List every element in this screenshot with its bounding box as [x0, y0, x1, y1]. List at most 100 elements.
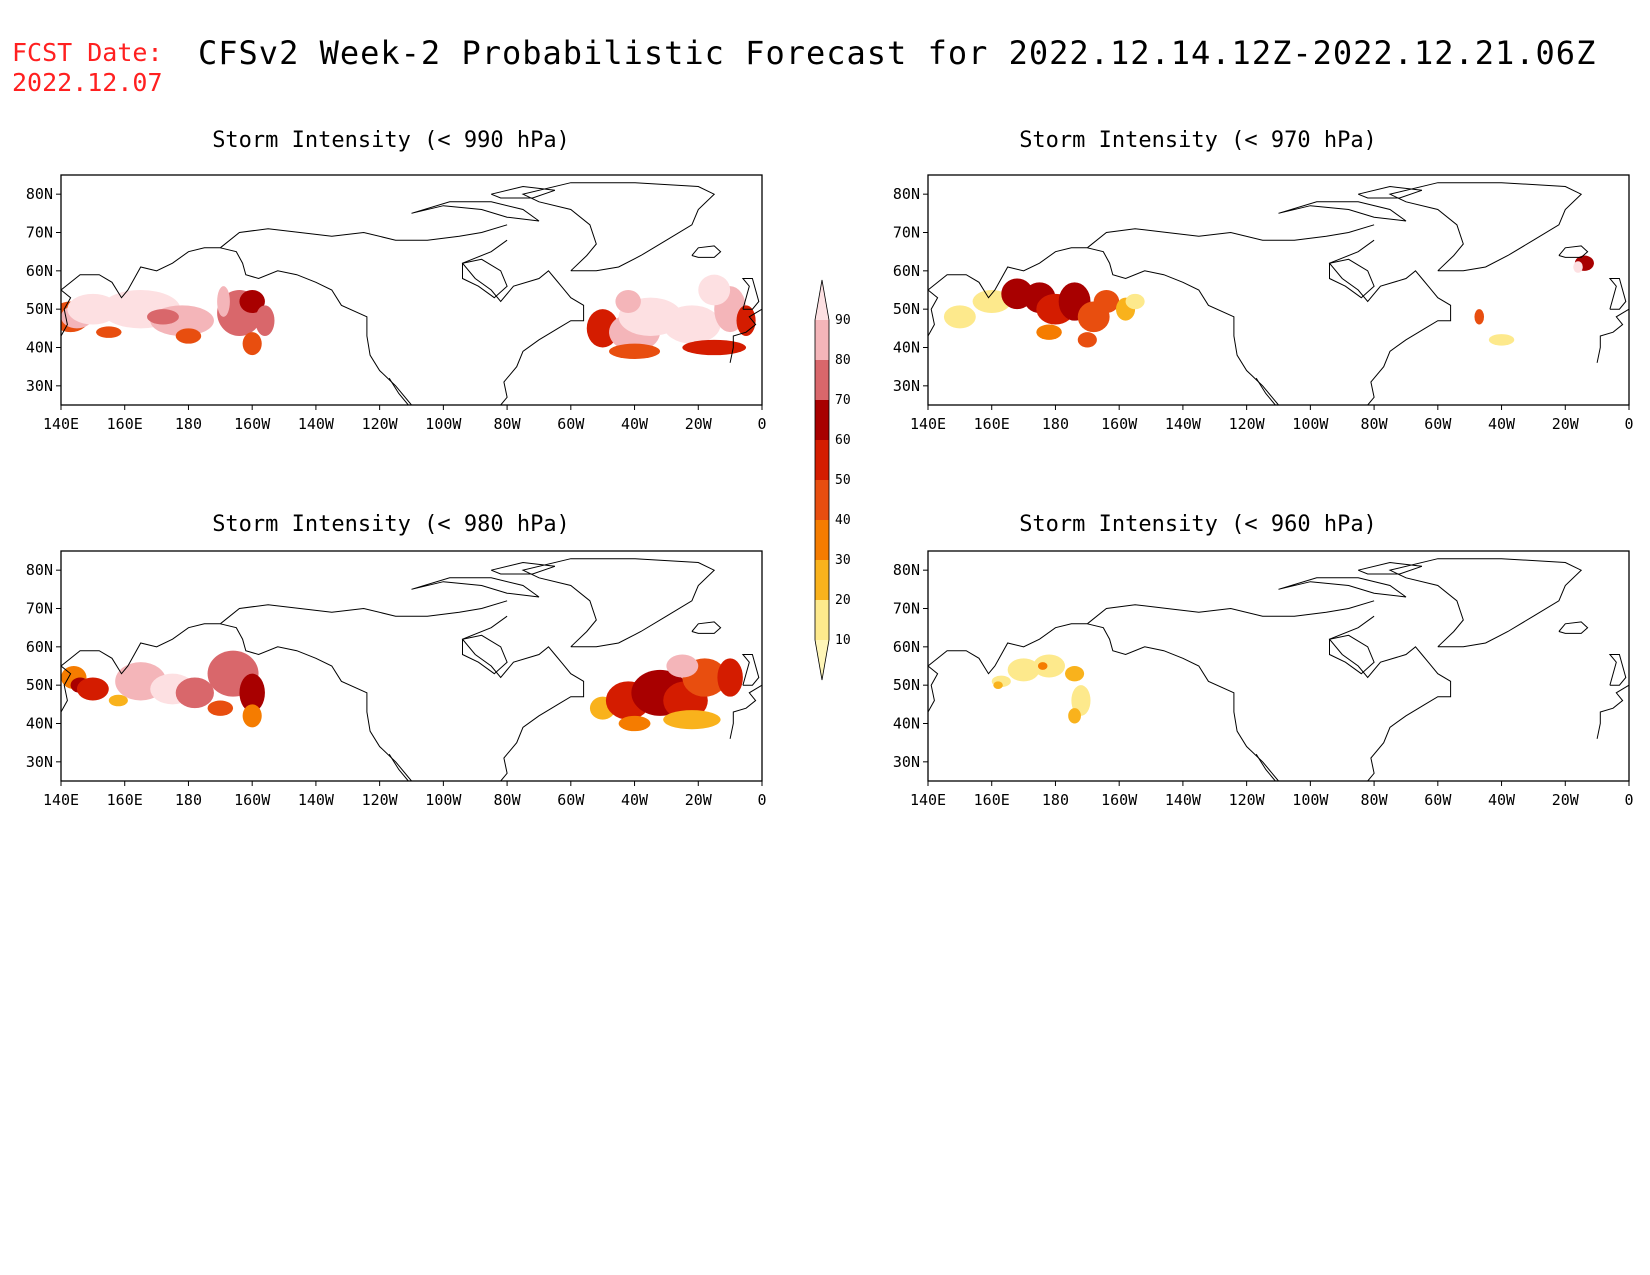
colorbar-label: 30	[835, 553, 851, 568]
colorbar-top-arrow	[815, 280, 829, 320]
probability-shading	[61, 274, 756, 360]
lon-tick-label: 140W	[298, 791, 335, 809]
lon-tick-label: 120W	[362, 791, 399, 809]
colorbar-label: 10	[835, 633, 851, 648]
probability-blob	[1573, 261, 1583, 273]
probability-blob	[96, 326, 122, 338]
colorbar-swatch	[815, 400, 829, 440]
lat-tick-label: 40N	[26, 339, 53, 357]
coastline	[1358, 561, 1423, 575]
lat-tick-label: 70N	[26, 600, 53, 618]
colorbar-swatch	[815, 440, 829, 480]
probability-blob	[255, 305, 275, 336]
page-title: CFSv2 Week-2 Probabilistic Forecast for …	[198, 34, 1597, 72]
lat-tick-label: 80N	[26, 185, 53, 203]
colorbar-swatch	[815, 600, 829, 640]
lon-tick-label: 40W	[1488, 415, 1516, 433]
lon-tick-label: 20W	[685, 415, 713, 433]
panel-title-960: Storm Intensity (< 960 hPa)	[1019, 512, 1377, 537]
lon-tick-label: 0	[1624, 791, 1633, 809]
map-panel-p970: 140E 160E 180 160W 140W 120W 100W 80W 60W 40W 20W 0…	[893, 174, 1634, 433]
probability-shading	[991, 654, 1091, 724]
coastline	[461, 615, 585, 781]
colorbar-label: 90	[835, 313, 851, 328]
panel-title-980: Storm Intensity (< 980 hPa)	[212, 512, 570, 537]
forecast-date-label: FCST Date: 2022.12.07	[12, 38, 163, 98]
coastline	[1388, 182, 1583, 272]
lon-tick-label: 180	[1042, 415, 1069, 433]
probability-blob	[615, 290, 641, 313]
coastline	[411, 577, 540, 598]
lon-tick-label: 80W	[494, 415, 522, 433]
lat-tick-label: 30N	[893, 377, 920, 395]
lon-tick-label: 100W	[425, 791, 462, 809]
coastline	[1558, 245, 1589, 258]
lat-tick-label: 50N	[26, 676, 53, 694]
colorbar-outline	[814, 279, 830, 681]
lon-tick-label: 100W	[425, 415, 462, 433]
lon-tick-label: 0	[757, 415, 766, 433]
coastline	[521, 182, 716, 272]
coastline	[741, 278, 760, 310]
coastline	[1087, 623, 1279, 781]
coastline	[1278, 201, 1407, 222]
lat-tick-label: 40N	[26, 715, 53, 733]
probability-blob	[175, 328, 202, 344]
coastline	[928, 247, 1088, 337]
lon-tick-label: 140E	[43, 791, 79, 809]
lon-tick-label: 160E	[974, 791, 1010, 809]
lon-tick-label: 140E	[43, 415, 79, 433]
coastline	[411, 201, 540, 222]
coastline	[1388, 558, 1583, 648]
lat-tick-label: 40N	[893, 339, 920, 357]
coastline	[1255, 377, 1276, 405]
probability-blob	[207, 700, 234, 716]
lon-tick-label: 140E	[910, 415, 946, 433]
probability-blob	[1093, 290, 1120, 313]
lon-tick-label: 160E	[107, 791, 143, 809]
coastline	[220, 247, 412, 405]
probability-shading	[943, 255, 1594, 348]
map-panel-p990: 140E 160E 180 160W 140W 120W 100W 80W 60W 40W 20W 0…	[26, 174, 767, 433]
lon-tick-label: 120W	[362, 415, 399, 433]
lat-tick-label: 70N	[893, 224, 920, 242]
lon-tick-label: 0	[757, 791, 766, 809]
coastline	[729, 684, 762, 739]
map-frame	[60, 550, 763, 782]
colorbar-swatch	[815, 480, 829, 520]
coastline	[741, 654, 760, 686]
probability-blob	[175, 677, 214, 709]
map-panel-p960: 140E 160E 180 160W 140W 120W 100W 80W 60W 40W 20W 0…	[893, 550, 1634, 809]
map-frame	[60, 174, 763, 406]
lat-tick-label: 60N	[893, 638, 920, 656]
probability-blob	[682, 339, 747, 356]
lon-tick-label: 20W	[1552, 415, 1580, 433]
lon-tick-label: 120W	[1229, 791, 1266, 809]
coastline	[1608, 654, 1627, 686]
coastlines	[928, 182, 1629, 405]
coastline	[461, 239, 585, 405]
lon-tick-label: 80W	[1361, 415, 1389, 433]
lon-tick-label: 140W	[298, 415, 335, 433]
lon-tick-label: 180	[175, 415, 202, 433]
coastline	[462, 258, 508, 299]
probability-blob	[1037, 662, 1048, 670]
coastlines	[61, 182, 762, 405]
lon-tick-label: 160W	[1101, 791, 1138, 809]
colorbar-swatch	[815, 520, 829, 560]
probability-blob	[1125, 293, 1145, 310]
coastline	[1596, 308, 1629, 363]
panel-title-990: Storm Intensity (< 990 hPa)	[212, 128, 570, 153]
probability-blob	[217, 286, 230, 317]
lon-tick-label: 140W	[1165, 415, 1202, 433]
lon-tick-label: 140W	[1165, 791, 1202, 809]
lon-tick-label: 20W	[1552, 791, 1580, 809]
colorbar-label: 60	[835, 433, 851, 448]
probability-blob	[609, 343, 661, 360]
coastline	[388, 377, 409, 405]
probability-blob	[618, 715, 651, 732]
colorbar-label: 80	[835, 353, 851, 368]
lat-tick-label: 60N	[26, 262, 53, 280]
lon-tick-label: 80W	[494, 791, 522, 809]
